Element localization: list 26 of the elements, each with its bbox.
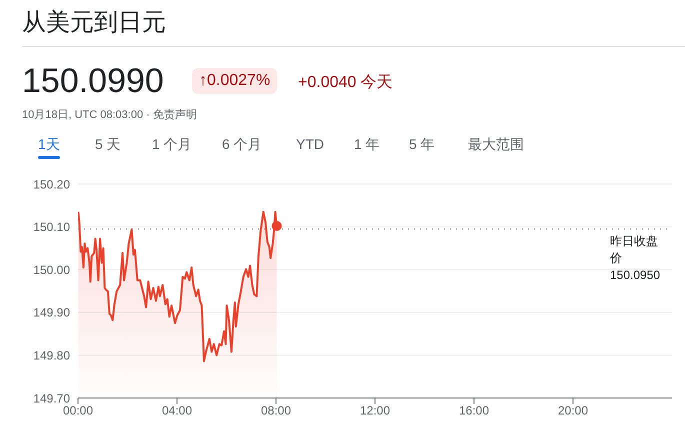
chart-title: 从美元到日元 xyxy=(22,8,166,38)
text: 1天 xyxy=(38,136,60,154)
text: 6 个月 xyxy=(222,136,262,154)
x-tick-label: 16:00 xyxy=(458,404,490,418)
x-tick-label: 00:00 xyxy=(62,404,94,418)
text: 1 年 xyxy=(354,136,380,154)
y-tick-label: 149.70 xyxy=(33,391,70,406)
text: YTD xyxy=(296,136,324,152)
x-tick-label: 08:00 xyxy=(260,404,292,418)
ref-line-label: 昨日收盘价 150.0950 xyxy=(609,234,660,282)
y-tick-label: 150.00 xyxy=(33,262,70,277)
text: +0.0040 今天 xyxy=(298,73,393,93)
text: 最大范围 xyxy=(468,136,524,154)
y-tick-label: 149.90 xyxy=(33,306,70,320)
x-tick-label: 20:00 xyxy=(558,404,588,418)
y-tick-label: 149.80 xyxy=(33,348,70,362)
text: ↑0.0027% xyxy=(192,68,278,94)
text: 5 年 xyxy=(409,136,435,154)
text: 150.0990 xyxy=(22,62,164,101)
text: 5 天 xyxy=(95,136,121,154)
y-tick-label: 150.10 xyxy=(33,220,70,234)
y-tick-label: 150.20 xyxy=(33,177,70,192)
text: 10月18日, UTC 08:03:00 · 免责声明 xyxy=(22,108,197,122)
x-tick-label: 04:00 xyxy=(162,404,192,418)
x-tick-label: 12:00 xyxy=(360,404,390,418)
text: 1 个月 xyxy=(152,136,192,154)
